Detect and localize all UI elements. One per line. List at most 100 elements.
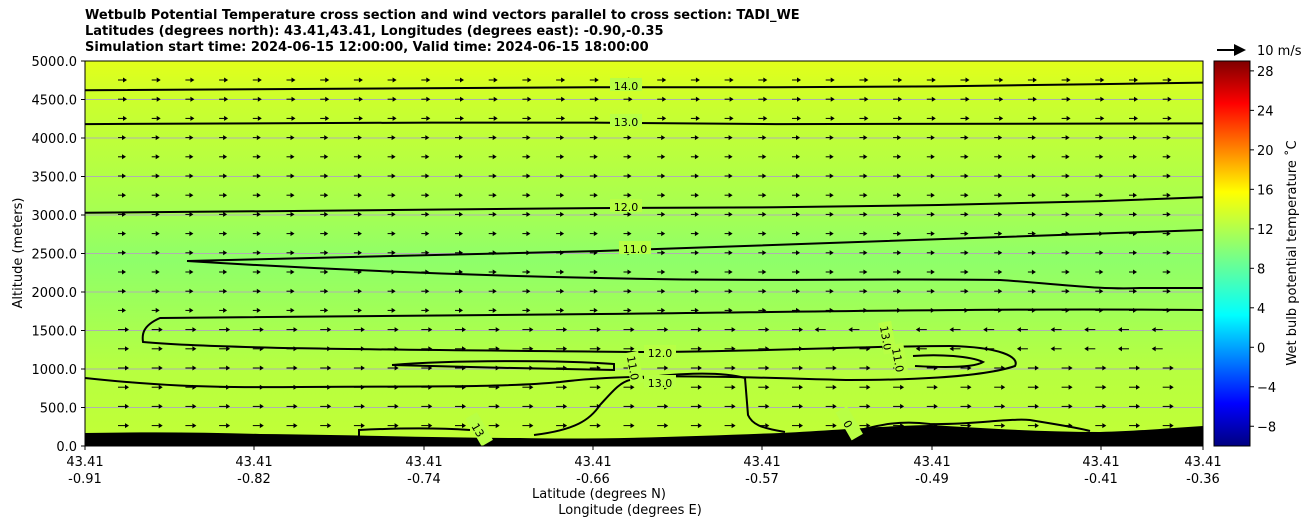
wind-vector-head <box>1084 346 1089 352</box>
wind-vector-head <box>864 115 869 121</box>
wind-vector-head <box>158 327 163 333</box>
wind-vector-head <box>291 96 296 102</box>
wind-vector-head <box>459 288 463 294</box>
wind-vector-head <box>223 288 228 294</box>
wind-vector-head <box>694 250 699 256</box>
wind-vector-head <box>526 288 531 294</box>
wind-vector-head <box>662 77 667 83</box>
wind-vector-head <box>1031 211 1036 217</box>
wind-vector-head <box>627 154 632 160</box>
wind-vector-head <box>526 269 531 275</box>
wind-vector-head <box>122 192 126 198</box>
wind-vector-head <box>391 307 396 313</box>
wind-vector-head <box>189 288 194 294</box>
wind-vector-head <box>1166 211 1171 217</box>
wind-vector-head <box>664 403 669 409</box>
wind-vector-head <box>1099 135 1104 141</box>
contour-label-bg <box>619 241 651 254</box>
wind-vector-head <box>728 135 733 141</box>
wind-vector-head <box>1100 96 1105 102</box>
wind-vector-head <box>1136 365 1140 371</box>
colorbar-ticks: −8 −4 0 4 8 12 16 20 24 28 <box>1250 65 1276 435</box>
wind-vector-head <box>293 403 298 409</box>
wind-vector-head <box>561 96 566 102</box>
wind-vector-head <box>731 403 736 409</box>
wind-vector-head <box>122 173 126 179</box>
chart-subtitle-times: Simulation start time: 2024-06-15 12:00:… <box>85 40 649 55</box>
wind-vector-head <box>694 192 699 198</box>
wind-vector-head <box>358 115 363 121</box>
wind-vector-head <box>1166 231 1171 237</box>
wind-vector-head <box>529 384 534 390</box>
wind-vector-head <box>1133 135 1137 141</box>
x-axis-label-secondary: Longitude (degrees E) <box>558 503 702 518</box>
wind-vector-head <box>357 307 362 313</box>
wind-vector-head <box>661 231 666 237</box>
wind-vector-head <box>459 211 463 217</box>
x-tick-label-lat: 43.41 <box>574 455 611 470</box>
wind-vector-head <box>915 346 920 352</box>
wind-vector-head <box>425 288 430 294</box>
wind-vector-head <box>765 423 770 429</box>
wind-vector-head <box>863 135 868 141</box>
wind-vector-head <box>729 77 734 83</box>
wind-vector-head <box>866 365 871 371</box>
wind-vector-head <box>391 173 396 179</box>
wind-vector-head <box>998 231 1003 237</box>
wind-vector-head <box>259 403 264 409</box>
wind-vector-head <box>628 96 633 102</box>
wind-vector-head <box>762 288 767 294</box>
wind-vector-head <box>256 231 261 237</box>
wind-vector-head <box>1001 423 1006 429</box>
wind-vector-head <box>1032 115 1037 121</box>
x-axis-ticks: 43.41 -0.91 43.41 -0.82 43.41 -0.74 43.41 -0.66… <box>66 446 1222 487</box>
wind-vector-head <box>1068 365 1073 371</box>
wind-vector-head <box>830 96 835 102</box>
contour-14 <box>84 81 1204 92</box>
wind-vector-head <box>731 365 736 371</box>
wind-vector-head <box>1065 154 1070 160</box>
wind-vector-head <box>560 135 565 141</box>
wind-vector-head <box>627 269 632 275</box>
wind-vector-head <box>123 77 127 83</box>
wind-vector-head <box>829 231 834 237</box>
wind-vector-head <box>593 192 598 198</box>
wind-vector-head <box>125 403 129 409</box>
wind-vector-head <box>1134 77 1138 83</box>
x-tick-label-lon: -0.36 <box>1186 472 1220 487</box>
wind-vector-head <box>829 154 834 160</box>
wind-vector-head <box>324 154 329 160</box>
wind-vector-head <box>900 384 905 390</box>
wind-vector-head <box>1151 346 1156 352</box>
wind-vector-head <box>527 115 532 121</box>
wind-vector-head <box>662 96 667 102</box>
wind-vector-head <box>799 365 803 371</box>
wind-vector-head <box>158 423 163 429</box>
contour-13-upper <box>84 121 1204 126</box>
wind-vector-head <box>223 192 228 198</box>
wind-vector-head <box>226 346 231 352</box>
wind-vector-head <box>189 269 194 275</box>
wind-vector-head <box>596 327 601 333</box>
wind-vector-head <box>226 423 231 429</box>
wind-vector-head <box>967 423 972 429</box>
wind-vector-head <box>897 211 902 217</box>
wind-vector-head <box>192 346 197 352</box>
wind-vector-head <box>256 211 261 217</box>
wind-vector-head <box>426 115 431 121</box>
wind-vector-head <box>357 211 362 217</box>
wind-vector-head <box>325 77 330 83</box>
wind-vector-head <box>125 423 129 429</box>
wind-vector-head <box>728 288 733 294</box>
wind-vector-head <box>627 173 632 179</box>
wind-vector-head <box>965 77 970 83</box>
wind-vector-head <box>593 231 598 237</box>
wind-vector-head <box>192 327 197 333</box>
wind-vector-head <box>394 423 399 429</box>
wind-vector-head <box>358 96 363 102</box>
wind-vector-head <box>1102 384 1107 390</box>
wind-vector-head <box>360 365 365 371</box>
wind-vector-head <box>796 269 800 275</box>
wind-vector-head <box>863 154 868 160</box>
wind-vector-head <box>765 384 770 390</box>
